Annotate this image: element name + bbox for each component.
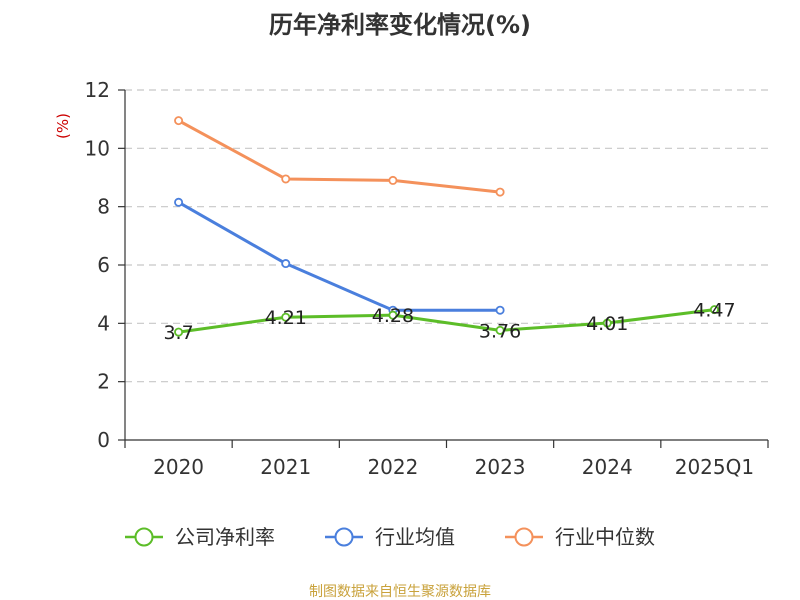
source-note: 制图数据来自恒生聚源数据库 xyxy=(309,584,491,600)
data-point xyxy=(388,175,398,185)
axes: 0 2 4 6 8 10 12 2020 2021 2022 2023 2024 2025Q1 xyxy=(85,78,769,479)
data-point xyxy=(281,259,291,269)
data-point xyxy=(388,310,398,320)
data-label: 4.47 xyxy=(693,300,735,322)
x-tick-label: 2022 xyxy=(367,455,418,479)
legend-swatch-marker xyxy=(134,527,154,547)
data-point xyxy=(709,305,719,315)
data-label: 3.7 xyxy=(163,322,193,344)
legend: 公司净利率 行业均值 行业中位数 xyxy=(125,525,655,549)
data-point xyxy=(174,116,184,126)
legend-label: 行业中位数 xyxy=(555,525,655,549)
y-tick-label: 12 xyxy=(85,78,110,102)
data-point xyxy=(495,187,505,197)
data-point xyxy=(174,197,184,207)
legend-label: 公司净利率 xyxy=(175,525,275,549)
series-lines xyxy=(174,116,719,337)
x-tick-label: 2020 xyxy=(153,455,204,479)
data-label: 4.21 xyxy=(265,307,307,329)
y-tick-label: 6 xyxy=(97,253,110,277)
data-point xyxy=(281,312,291,322)
legend-swatch-marker xyxy=(514,527,534,547)
series-line xyxy=(177,200,501,312)
series-line xyxy=(177,119,501,194)
data-point xyxy=(495,325,505,335)
data-point xyxy=(495,305,505,315)
y-tick-label: 0 xyxy=(97,428,110,452)
x-tick-label: 2024 xyxy=(582,455,633,479)
x-tick-label: 2025Q1 xyxy=(675,455,754,479)
y-tick-label: 10 xyxy=(85,136,110,160)
data-label: 4.28 xyxy=(372,305,414,327)
grid-lines xyxy=(125,89,768,383)
data-label: 3.76 xyxy=(479,320,521,342)
data-point xyxy=(174,327,184,337)
y-tick-label: 8 xyxy=(97,195,110,219)
y-tick-label: 2 xyxy=(97,370,110,394)
data-label: 4.01 xyxy=(586,313,628,335)
x-tick-label: 2023 xyxy=(475,455,526,479)
y-axis-unit: (%) xyxy=(54,113,72,139)
series-line xyxy=(178,308,715,334)
data-point xyxy=(602,318,612,328)
x-tick-label: 2021 xyxy=(260,455,311,479)
chart-title: 历年净利率变化情况(%) xyxy=(269,11,531,39)
data-point xyxy=(281,174,291,184)
legend-label: 行业均值 xyxy=(375,525,455,549)
legend-swatch-marker xyxy=(334,527,354,547)
y-tick-label: 4 xyxy=(97,311,110,335)
data-labels: 3.7 4.21 4.28 3.76 4.01 4.47 xyxy=(163,300,735,344)
